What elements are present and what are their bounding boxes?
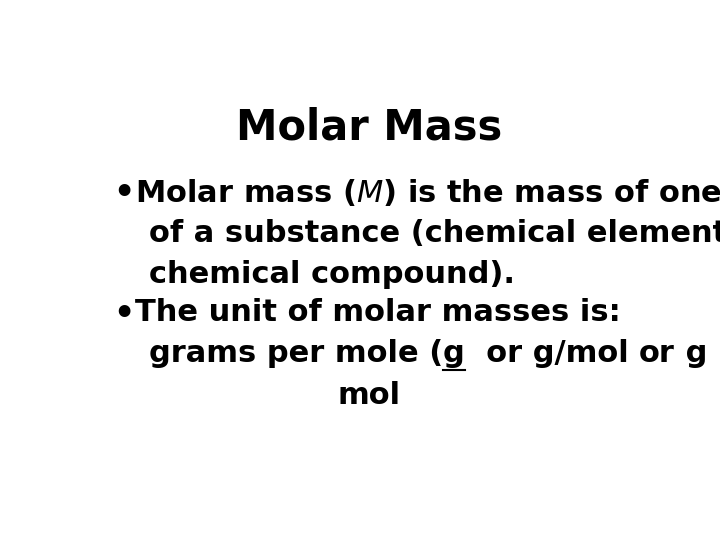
- Text: grams per mole (: grams per mole (: [148, 339, 443, 368]
- Text: g mol: g mol: [675, 339, 720, 368]
- Text: or g/mol: or g/mol: [464, 339, 639, 368]
- Text: •: •: [113, 177, 134, 210]
- Text: g: g: [443, 339, 464, 368]
- Text: chemical compound).: chemical compound).: [148, 260, 515, 289]
- Text: The unit of molar masses is:: The unit of molar masses is:: [135, 298, 621, 327]
- Text: Molar mass ($\mathit{M}$) is the mass of one mole: Molar mass ($\mathit{M}$) is the mass of…: [135, 177, 720, 208]
- Text: of a substance (chemical element or: of a substance (chemical element or: [148, 219, 720, 248]
- Text: mol: mol: [338, 381, 400, 410]
- Text: •: •: [113, 298, 134, 330]
- Text: Molar Mass: Molar Mass: [236, 106, 502, 148]
- Text: or: or: [639, 339, 675, 368]
